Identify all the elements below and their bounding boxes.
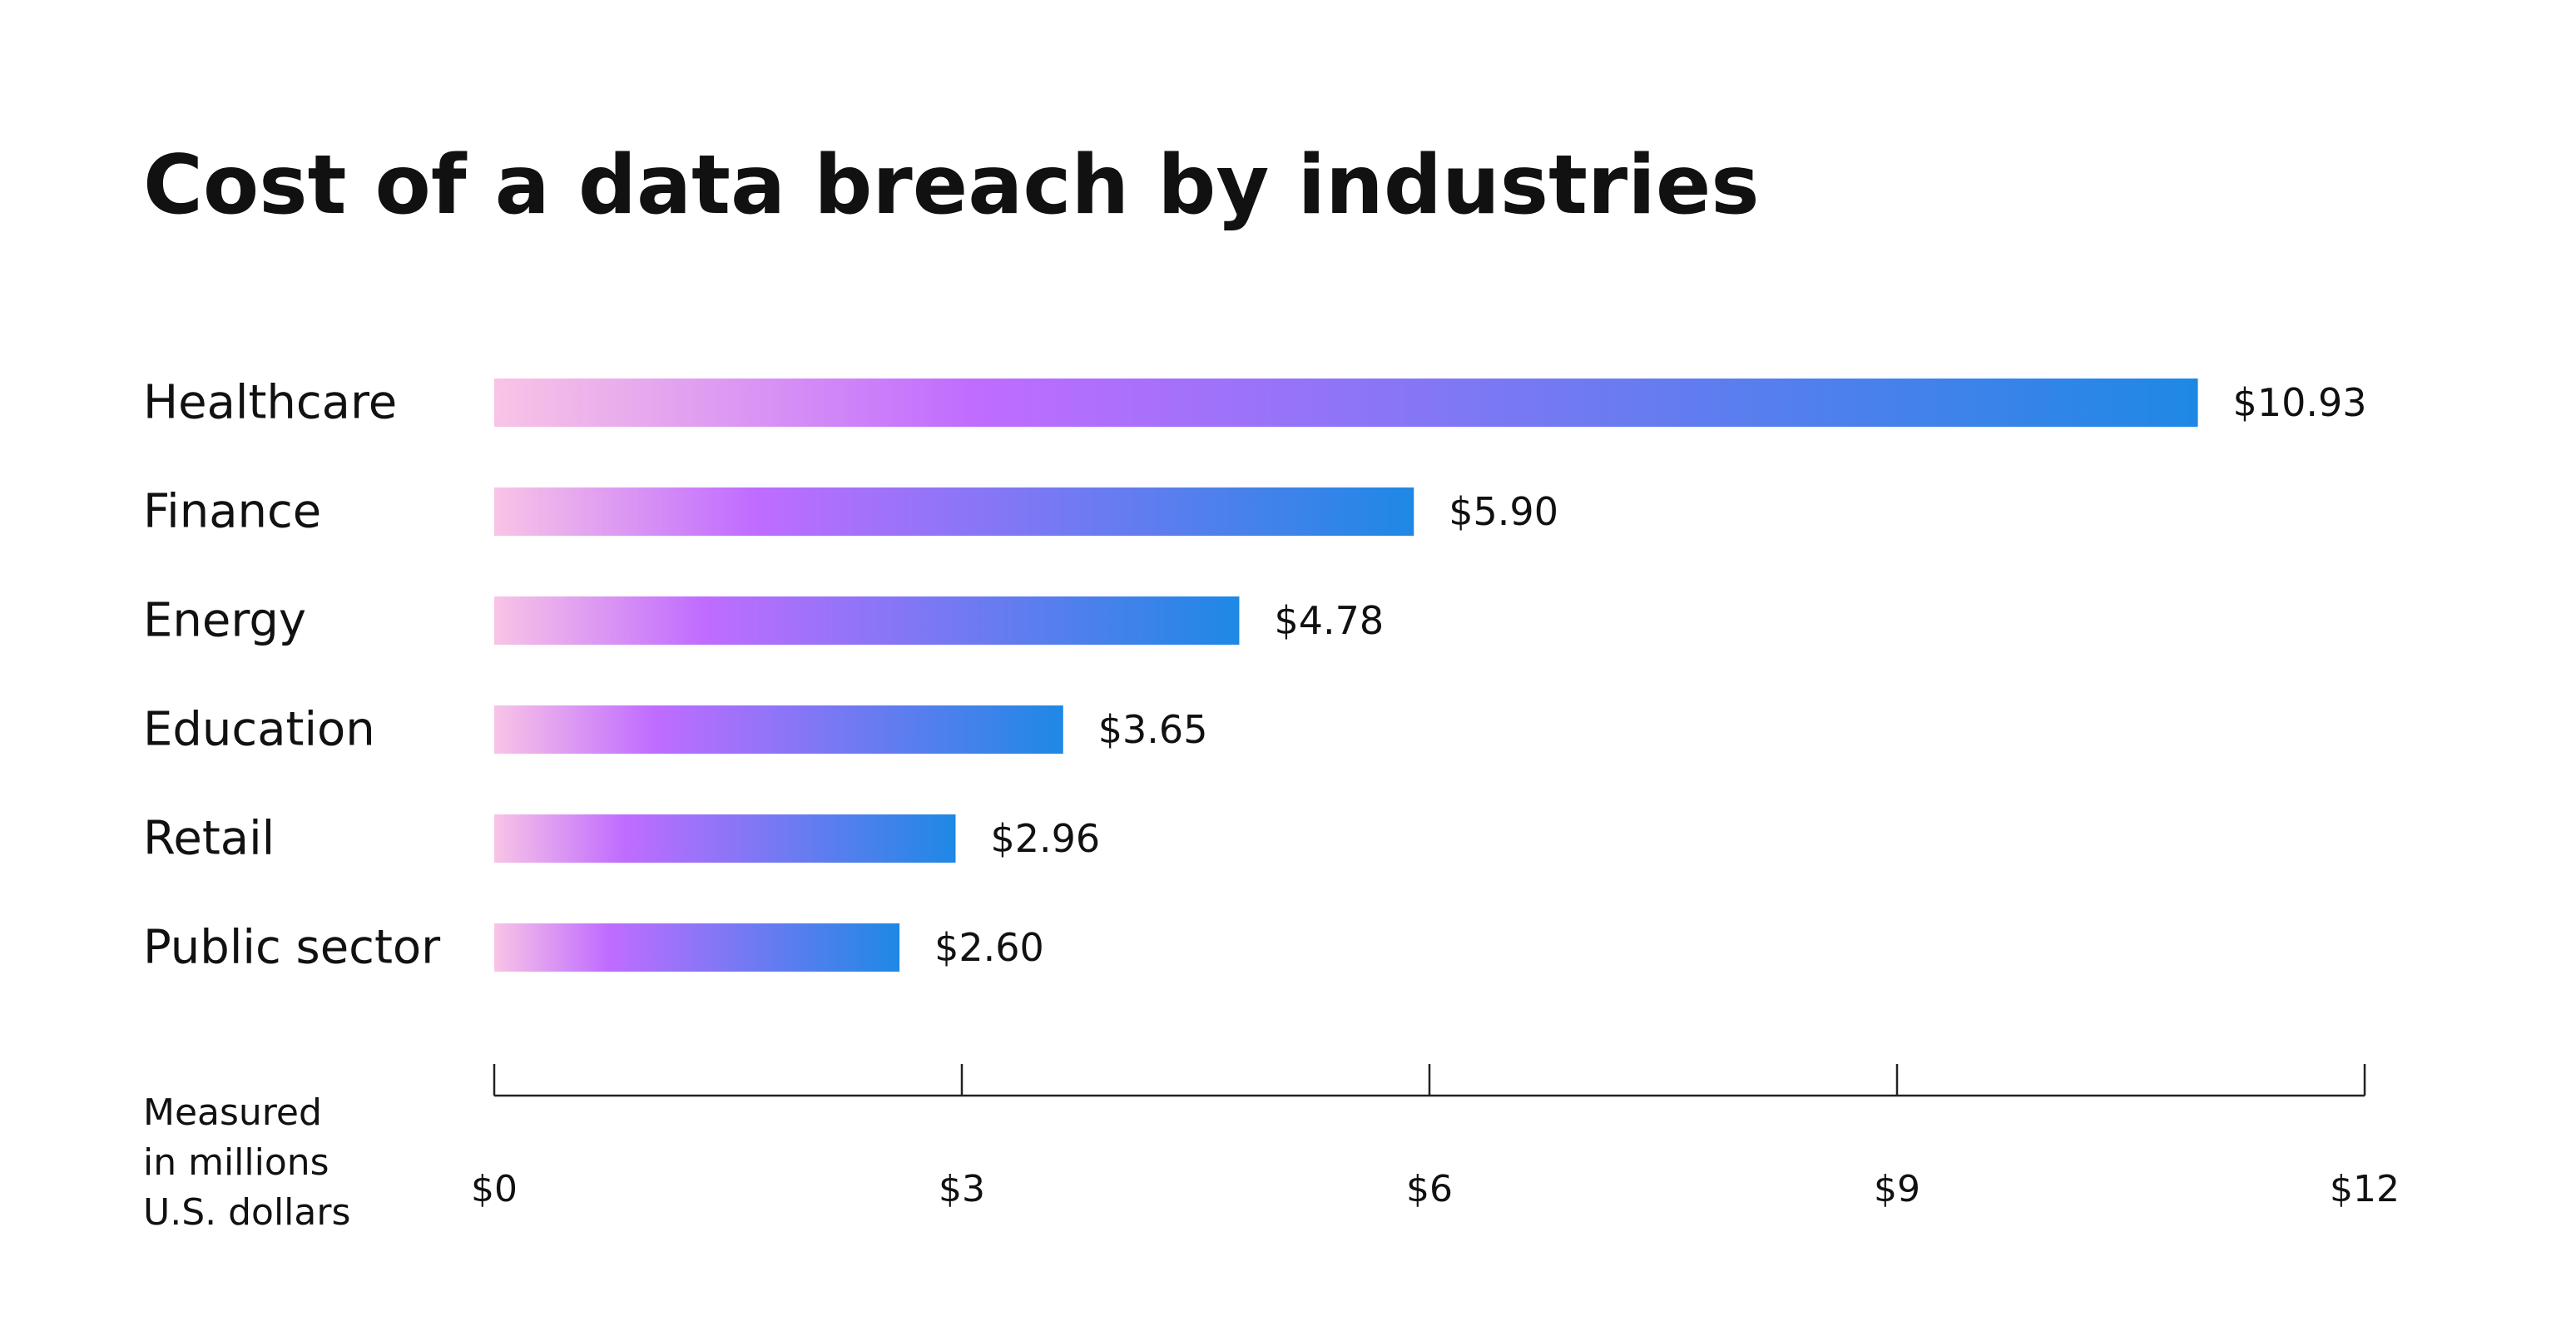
category-label-healthcare: Healthcare	[143, 376, 397, 430]
x-tick-label-0: $0	[471, 1168, 518, 1210]
x-tick-label-6: $6	[1406, 1168, 1453, 1210]
bar-retail	[494, 814, 956, 863]
category-label-energy: Energy	[143, 594, 306, 648]
value-label-energy: $4.78	[1274, 598, 1384, 643]
bar-education	[494, 705, 1063, 754]
bar-healthcare	[494, 379, 2198, 427]
value-label-retail: $2.96	[991, 816, 1101, 861]
bars-group: Healthcare $10.93 Finance $5.90 Energy $4.78 E…	[143, 376, 2367, 975]
x-tick-label-9: $9	[1874, 1168, 1920, 1210]
category-label-finance: Finance	[143, 485, 321, 539]
value-label-education: $3.65	[1098, 707, 1208, 752]
chart-title: Cost of a data breach by industries	[143, 138, 1760, 233]
category-label-education: Education	[143, 703, 375, 757]
axis-unit-label-line-3: U.S. dollars	[143, 1191, 350, 1234]
bar-energy	[494, 596, 1240, 645]
bar-public-sector	[494, 923, 900, 972]
x-tick-label-12: $12	[2330, 1168, 2400, 1210]
category-label-public-sector: Public sector	[143, 921, 441, 975]
category-label-retail: Retail	[143, 812, 275, 866]
axis-unit-label-line-2: in millions	[143, 1141, 329, 1184]
value-label-healthcare: $10.93	[2233, 380, 2367, 425]
value-label-finance: $5.90	[1449, 489, 1558, 534]
axis-unit-label-line-1: Measured	[143, 1091, 322, 1134]
value-label-public-sector: $2.60	[934, 925, 1044, 970]
x-tick-label-3: $3	[939, 1168, 985, 1210]
x-axis: $0 $3 $6 $9 $12	[471, 1064, 2400, 1210]
bar-finance	[494, 487, 1414, 536]
